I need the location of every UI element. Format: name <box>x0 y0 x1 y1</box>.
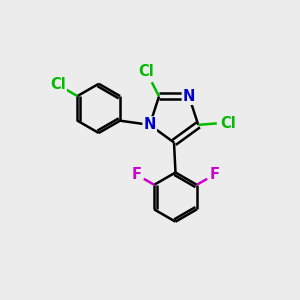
Text: Cl: Cl <box>50 77 66 92</box>
Text: Cl: Cl <box>220 116 236 131</box>
Text: N: N <box>144 117 156 132</box>
Text: F: F <box>209 167 220 182</box>
Text: N: N <box>183 89 195 104</box>
Text: F: F <box>131 167 142 182</box>
Text: Cl: Cl <box>139 64 154 79</box>
